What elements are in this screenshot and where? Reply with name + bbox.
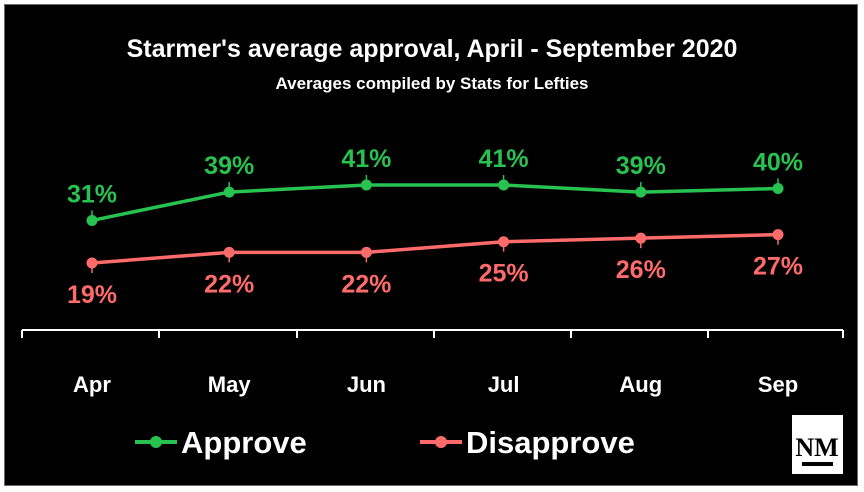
- chart-title: Starmer's average approval, April - Sept…: [127, 35, 738, 63]
- chart-subtitle: Averages compiled by Stats for Lefties: [275, 74, 588, 93]
- data-point-approve: [360, 179, 372, 191]
- x-tick-label: Sep: [758, 372, 798, 397]
- data-point-approve: [635, 186, 647, 198]
- data-label-disapprove: 26%: [616, 256, 666, 284]
- x-tick-label: Jun: [347, 372, 386, 397]
- series-line-disapprove: [91, 232, 779, 265]
- series-line-approve: [91, 183, 779, 223]
- plot-area: 31% 39% 41% 41% 39% 40% 19% 22% 22% 25% 26% 27%: [67, 145, 803, 309]
- data-label-approve: 39%: [616, 152, 666, 180]
- x-tick-label: Apr: [73, 372, 111, 397]
- data-point-disapprove: [635, 232, 647, 244]
- x-tick-label: Jul: [488, 372, 520, 397]
- data-label-approve: 39%: [204, 152, 254, 180]
- data-point-approve: [772, 183, 784, 195]
- data-label-approve: 41%: [479, 145, 529, 173]
- data-label-disapprove: 25%: [479, 260, 529, 288]
- data-label-approve: 31%: [67, 180, 117, 208]
- data-label-disapprove: 22%: [341, 270, 391, 298]
- data-label-disapprove: 19%: [67, 281, 117, 309]
- x-axis: Apr May Jun Jul Aug Sep: [21, 329, 844, 397]
- data-label-disapprove: 22%: [204, 270, 254, 298]
- data-point-disapprove: [223, 246, 235, 258]
- legend-marker-disapprove: [435, 436, 447, 448]
- chart-frame: Starmer's average approval, April - Sept…: [4, 4, 858, 486]
- data-point-disapprove: [86, 257, 98, 269]
- legend-label-disapprove: Disapprove: [466, 425, 635, 460]
- logo-text: NM: [795, 433, 838, 462]
- data-point-approve: [223, 186, 235, 198]
- chart-svg: Starmer's average approval, April - Sept…: [21, 35, 844, 474]
- x-tick-label: May: [208, 372, 252, 397]
- x-tick-label: Aug: [619, 372, 662, 397]
- data-label-approve: 41%: [341, 145, 391, 173]
- data-point-approve: [86, 214, 98, 226]
- data-point-disapprove: [498, 236, 510, 248]
- data-point-disapprove: [772, 229, 784, 241]
- data-label-approve: 40%: [753, 149, 803, 177]
- legend-marker-approve: [150, 436, 162, 448]
- data-point-approve: [498, 179, 510, 191]
- data-label-disapprove: 27%: [753, 253, 803, 281]
- legend: Approve Disapprove: [135, 425, 635, 460]
- logo: NM: [792, 415, 843, 474]
- legend-label-approve: Approve: [181, 425, 307, 460]
- data-point-disapprove: [360, 246, 372, 258]
